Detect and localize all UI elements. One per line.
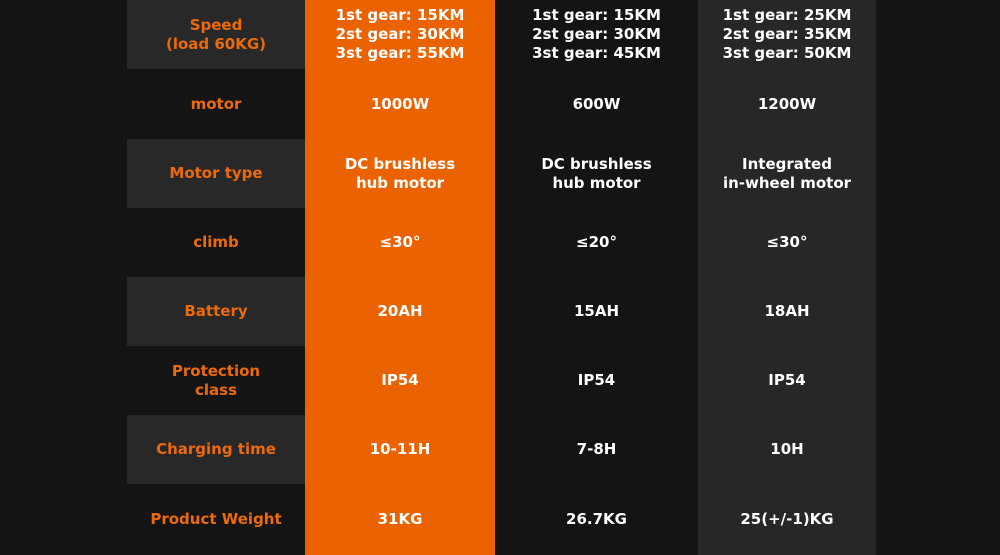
spec-value: IP54: [768, 371, 806, 389]
spec-label: motor: [190, 94, 242, 113]
spec-value: DC brushless hub motor: [541, 154, 652, 192]
spec-value: 600W: [572, 94, 621, 113]
spec-value: ≤20°: [576, 233, 617, 251]
spec-label: Battery: [127, 277, 305, 346]
spec-label: Protection class: [171, 361, 261, 399]
spec-value: 20AH: [377, 302, 423, 320]
spec-value: IP54: [381, 371, 419, 389]
product-column-1: 1st gear: 15KM 2st gear: 30KM 3st gear: …: [305, 0, 495, 555]
spec-value: ≤30°: [766, 233, 808, 251]
spec-value: 1000W: [370, 94, 430, 113]
spec-value: 1st gear: 15KM 2st gear: 30KM 3st gear: …: [335, 6, 465, 62]
spec-value: Integrated in-wheel motor: [722, 154, 852, 192]
product-column-3: 1st gear: 25KM 2st gear: 35KM 3st gear: …: [698, 0, 876, 555]
spec-value: 1st gear: 25KM 2st gear: 35KM 3st gear: …: [722, 6, 852, 62]
product-column-2: 1st gear: 15KM 2st gear: 30KM 3st gear: …: [495, 0, 698, 555]
spec-value: 31KG: [377, 510, 423, 528]
spec-value: IP54: [577, 371, 616, 389]
spec-value: DC brushless hub motor: [344, 154, 456, 192]
spec-value: 7-8H: [576, 440, 617, 458]
spec-label: Charging time: [127, 415, 305, 484]
spec-label: Speed (load 60KG): [127, 0, 305, 69]
spec-value: 10-11H: [369, 440, 431, 458]
spec-label: Motor type: [127, 139, 305, 208]
spec-value: ≤30°: [379, 233, 421, 251]
spec-value: 15AH: [573, 302, 620, 320]
spec-label: Product Weight: [150, 510, 282, 528]
spec-value: 10H: [770, 440, 804, 458]
spec-value: 18AH: [764, 302, 810, 320]
spec-value: 1st gear: 15KM 2st gear: 30KM 3st gear: …: [532, 6, 661, 62]
spec-value: 1200W: [757, 94, 817, 113]
spec-label: climb: [193, 233, 239, 251]
spec-value: 25(+/-1)KG: [740, 510, 834, 528]
spec-value: 26.7KG: [566, 510, 627, 528]
spec-label-column: Speed (load 60KG) motor Motor type climb Bat…: [127, 0, 305, 555]
